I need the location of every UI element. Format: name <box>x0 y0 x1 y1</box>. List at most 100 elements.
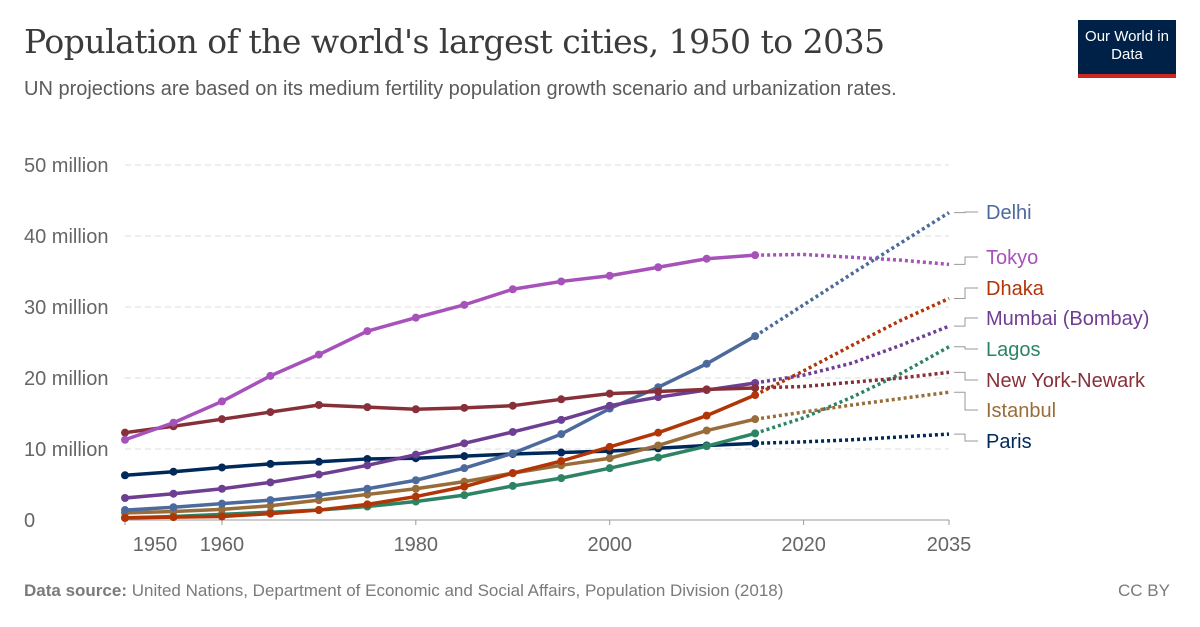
data-point <box>605 271 614 280</box>
data-point <box>557 474 566 483</box>
data-point <box>266 496 275 505</box>
data-point <box>411 492 420 501</box>
data-point <box>605 401 614 410</box>
data-point <box>605 442 614 451</box>
series-label: Tokyo <box>986 247 1038 269</box>
data-point <box>363 327 372 336</box>
data-point <box>557 448 566 457</box>
data-point <box>217 512 226 521</box>
data-point <box>411 484 420 493</box>
y-tick-label: 20 million <box>24 368 108 390</box>
data-point <box>702 385 711 394</box>
x-tick-label: 2020 <box>781 534 826 556</box>
data-point <box>508 285 517 294</box>
data-point <box>508 481 517 490</box>
data-point <box>654 441 663 450</box>
label-connector <box>954 317 978 327</box>
projection-line-Mumbai (Bombay) <box>754 324 950 385</box>
data-point <box>702 254 711 263</box>
data-point <box>266 478 275 487</box>
data-point <box>654 263 663 272</box>
data-point <box>557 457 566 466</box>
data-point <box>605 454 614 463</box>
data-point <box>217 397 226 406</box>
y-tick-label: 10 million <box>24 439 108 461</box>
data-point <box>314 506 323 515</box>
data-point <box>460 452 469 461</box>
data-point <box>751 383 760 392</box>
data-point <box>654 393 663 402</box>
data-point <box>121 435 129 444</box>
data-point <box>460 491 469 500</box>
data-point <box>314 350 323 359</box>
projection-line-New York-Newark <box>755 370 950 390</box>
data-point <box>217 484 226 493</box>
chart-subtitle: UN projections are based on its medium f… <box>24 78 897 100</box>
data-point <box>121 493 129 502</box>
data-point <box>557 277 566 286</box>
data-point <box>266 509 275 518</box>
data-source: Data source: United Nations, Department … <box>24 581 783 601</box>
data-point <box>751 439 760 448</box>
license[interactable]: CC BY <box>1118 581 1170 600</box>
y-tick-label: 0 <box>24 510 35 532</box>
label-connector <box>954 256 978 265</box>
data-point <box>121 471 129 480</box>
data-point <box>654 428 663 437</box>
data-point <box>363 484 372 493</box>
data-point <box>266 371 275 380</box>
owid-logo[interactable]: Our World in Data <box>1078 20 1176 78</box>
x-tick-label: 1950 <box>133 534 178 556</box>
data-point <box>460 464 469 473</box>
data-point <box>411 405 420 414</box>
data-point <box>751 415 760 424</box>
series-line-Mumbai (Bombay) <box>124 381 756 500</box>
series-line-Istanbul <box>124 417 756 515</box>
data-point <box>169 489 178 498</box>
label-connector <box>954 287 978 299</box>
data-point <box>363 500 372 509</box>
projection-line-Tokyo <box>755 252 950 267</box>
data-point <box>605 464 614 473</box>
data-point <box>411 450 420 459</box>
data-point <box>557 395 566 404</box>
data-point <box>169 418 178 427</box>
logo-text: Our World in Data <box>1085 28 1169 63</box>
data-point <box>217 415 226 424</box>
data-point <box>460 439 469 448</box>
data-point <box>169 467 178 476</box>
data-point <box>702 411 711 420</box>
series-label: Mumbai (Bombay) <box>986 308 1149 330</box>
line-chart: 0 10 million 20 million 30 million 40 millio… <box>24 155 1149 556</box>
y-tick-label: 50 million <box>24 155 108 177</box>
data-point <box>411 476 420 485</box>
series-label: New York-Newark <box>986 370 1146 392</box>
data-point <box>266 501 275 510</box>
y-tick-label: 30 million <box>24 297 108 319</box>
data-point <box>363 490 372 499</box>
data-point <box>702 426 711 435</box>
data-point <box>605 389 614 398</box>
data-point <box>702 442 711 451</box>
series-line-New York-Newark <box>124 386 756 435</box>
label-connector <box>954 391 978 411</box>
data-point <box>314 457 323 466</box>
series-line-Lagos <box>124 431 756 520</box>
projection-line-Paris <box>755 432 950 446</box>
data-point <box>169 513 178 522</box>
data-point <box>460 300 469 309</box>
series-label: Dhaka <box>986 278 1045 300</box>
data-point <box>508 449 517 458</box>
data-point <box>751 251 760 260</box>
data-point <box>508 469 517 478</box>
data-point <box>121 506 129 515</box>
label-connector <box>954 371 978 381</box>
data-point <box>266 459 275 468</box>
x-tick-label: 2000 <box>587 534 632 556</box>
data-point <box>751 332 760 341</box>
data-point <box>557 430 566 439</box>
data-point <box>314 470 323 479</box>
x-tick-label: 1960 <box>200 534 245 556</box>
series-line-Tokyo <box>124 253 756 442</box>
data-point <box>363 454 372 463</box>
